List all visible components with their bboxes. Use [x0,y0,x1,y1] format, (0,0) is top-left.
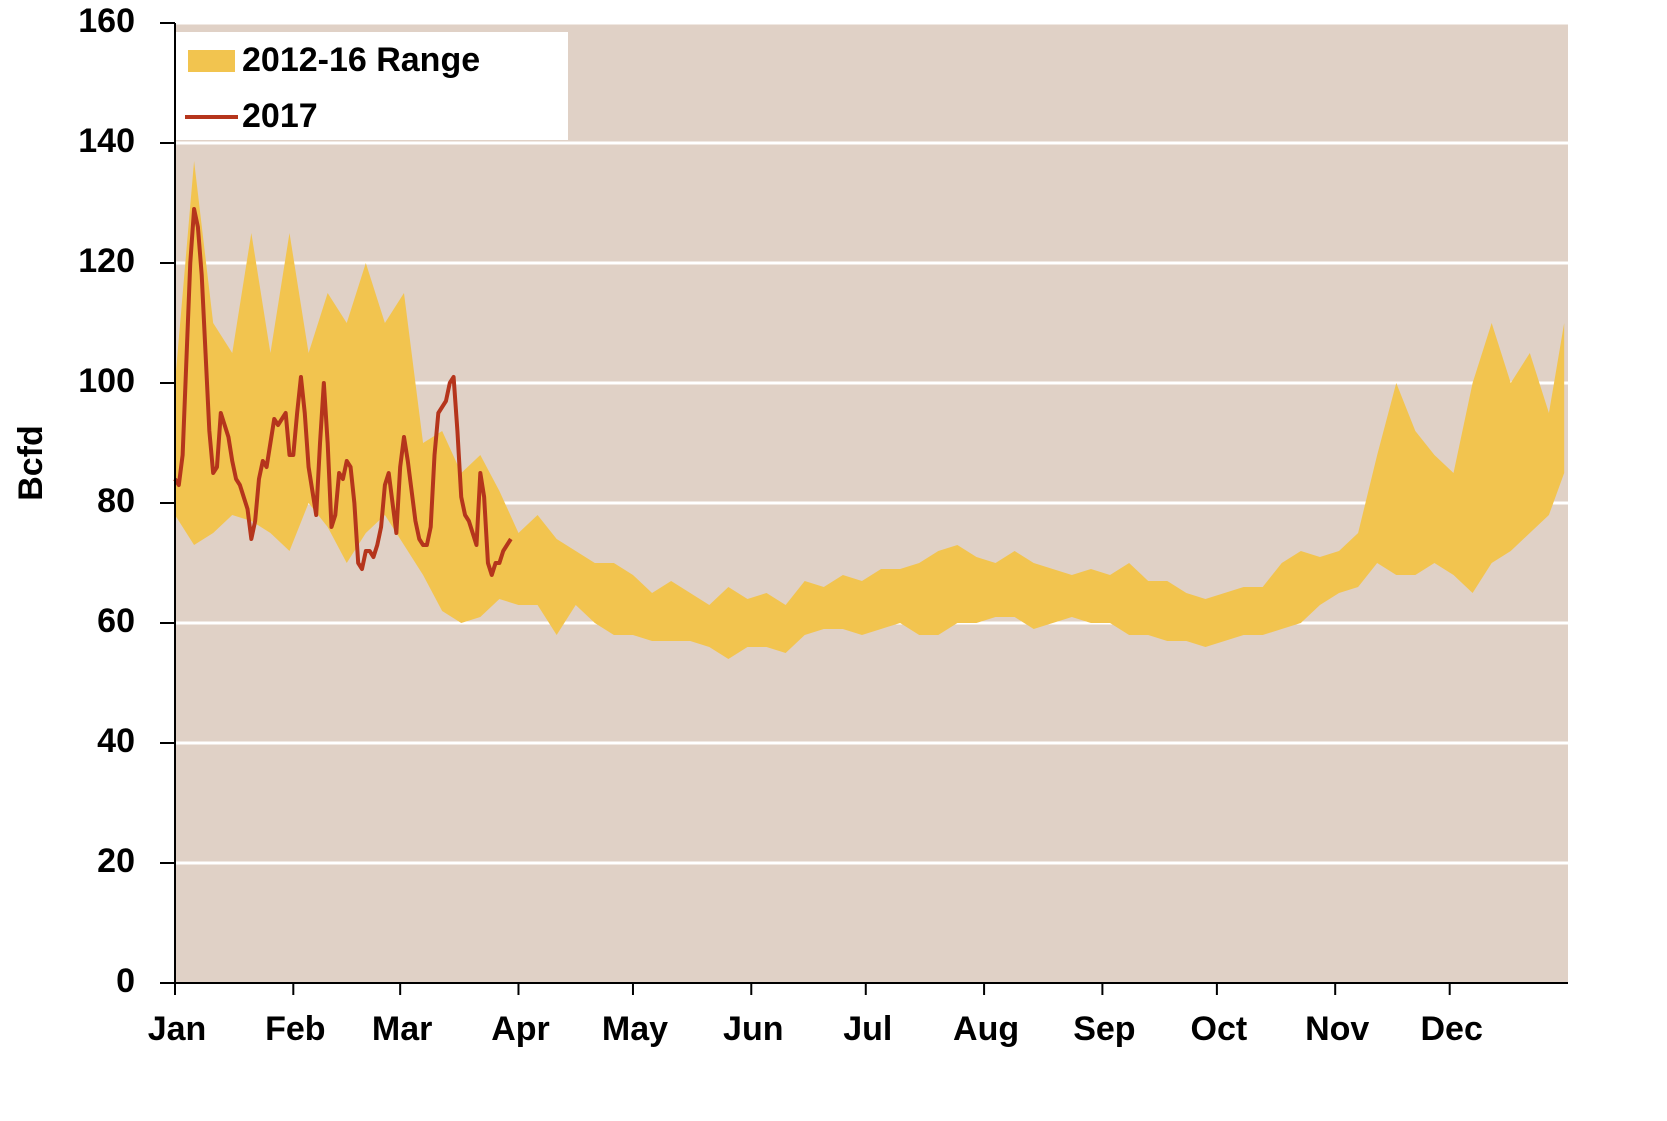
y-tick-label: 0 [116,962,135,1000]
y-axis-label: Bcfd [12,425,50,501]
x-tick-label: Mar [372,1010,432,1048]
y-tick-label: 60 [97,602,135,640]
y-tick-label: 140 [78,122,135,160]
x-tick-label: Apr [491,1010,550,1048]
x-tick-label: Jul [843,1010,892,1048]
range-area [175,161,1565,659]
y-tick-label: 160 [78,2,135,40]
x-tick-label: Dec [1421,1010,1483,1048]
legend-label: 2012-16 Range [242,41,480,79]
y-tick-label: 100 [78,362,135,400]
y-tick-label: 20 [97,842,135,880]
legend-label: 2017 [242,97,318,135]
legend-box [176,32,568,140]
x-tick-label: Nov [1305,1010,1369,1048]
y-tick-label: 120 [78,242,135,280]
legend-swatch [188,50,235,72]
y-tick-label: 40 [97,722,135,760]
x-tick-label: Jun [723,1010,783,1048]
x-tick-label: Jan [148,1010,207,1048]
series-line [173,207,513,577]
x-tick-label: Aug [953,1010,1019,1048]
x-tick-label: May [602,1010,668,1048]
x-tick-label: Oct [1191,1010,1248,1048]
x-tick-label: Feb [265,1010,325,1048]
y-tick-label: 80 [97,482,135,520]
x-tick-label: Sep [1073,1010,1135,1048]
